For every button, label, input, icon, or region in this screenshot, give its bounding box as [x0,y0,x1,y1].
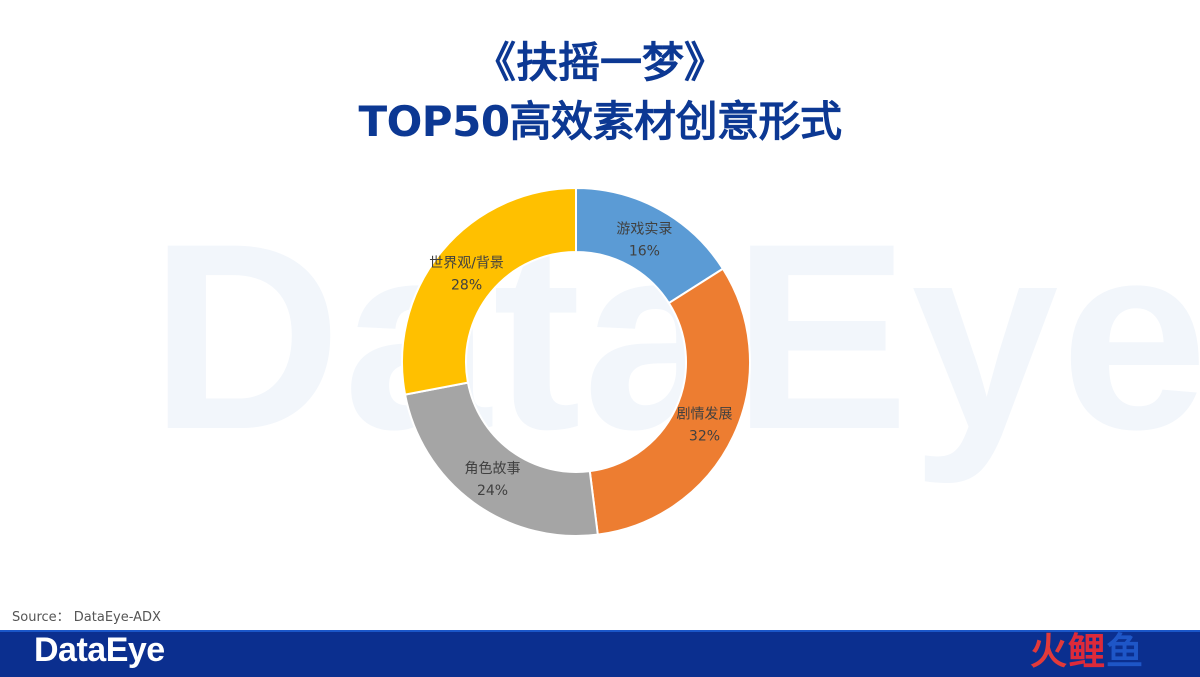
footer-dataeye-logo: DataEye [34,631,165,669]
footer-bar [0,630,1200,677]
donut-slice [403,381,599,537]
slice-category-label: 剧情发展 [676,406,732,422]
donut-slice [588,267,751,536]
slice-value-label: 24% [477,483,508,499]
brand-char: 火 [1030,630,1068,673]
chart-title-line2: TOP50高效素材创意形式 [358,97,842,146]
chart-title-line1: 《扶摇一梦》 [473,38,726,87]
source-note: Source： DataEye-ADX [12,610,161,625]
brand-char: 鲤 [1068,630,1106,673]
donut-chart: 游戏实录 16% 剧情发展 32% 角色故事 24% 世界观/背景 28% [401,186,751,537]
brand-char: 鱼 [1106,630,1144,673]
slice-value-label: 28% [451,277,482,293]
footer-brand-logo: 火鲤鱼 [1030,633,1144,670]
slice-category-label: 角色故事 [465,460,521,477]
slice-category-label: 游戏实录 [616,222,672,238]
slice-value-label: 16% [629,244,660,260]
slice-value-label: 32% [689,428,720,444]
slice-category-label: 世界观/背景 [429,255,504,271]
donut-slice [401,186,577,396]
